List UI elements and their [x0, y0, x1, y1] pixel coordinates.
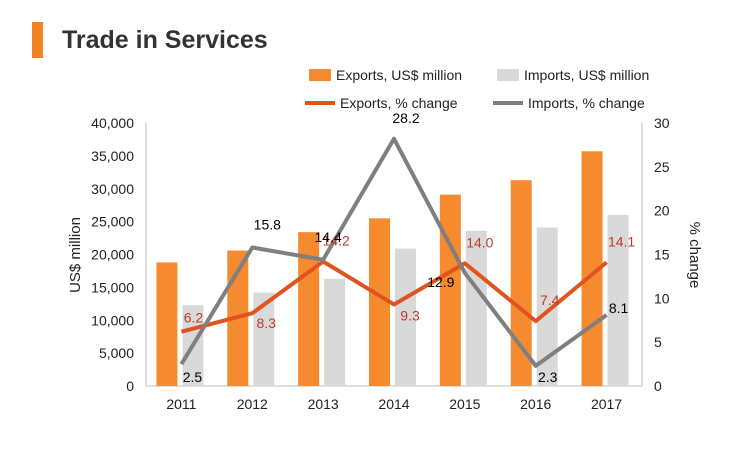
y-tick-label-left: 10,000 [91, 312, 134, 328]
y-tick-label-left: 40,000 [91, 115, 134, 131]
line-imports-change [179, 136, 608, 368]
y-axis-label-left: US$ million [67, 217, 84, 293]
y-tick-label-left: 15,000 [91, 279, 134, 295]
bar-exports [510, 180, 532, 386]
legend-label: Imports, US$ million [524, 67, 649, 83]
bar-imports [607, 215, 629, 386]
y-tick-label-right: 15 [654, 247, 670, 263]
data-label-exports-change: 8.3 [257, 315, 277, 331]
data-label-imports-change: 28.2 [392, 110, 419, 126]
x-tick-label: 2014 [378, 396, 409, 412]
title-accent-bar [32, 22, 43, 58]
data-label-exports-change: 7.4 [540, 292, 560, 308]
y-tick-label-left: 35,000 [91, 148, 134, 164]
data-label-imports-change: 2.5 [183, 369, 203, 385]
y-tick-label-left: 20,000 [91, 247, 134, 263]
y-tick-label-right: 10 [654, 290, 670, 306]
y-tick-label-left: 25,000 [91, 214, 134, 230]
data-label-imports-change: 14.4 [315, 229, 342, 245]
x-tick-label: 2017 [591, 396, 622, 412]
y-tick-label-left: 0 [126, 378, 134, 394]
bar-imports [536, 227, 558, 386]
y-tick-label-right: 20 [654, 203, 670, 219]
legend-label: Imports, % change [528, 95, 645, 111]
legend-swatch [309, 69, 331, 81]
bar-exports [369, 218, 390, 386]
legend-label: Exports, US$ million [336, 67, 462, 83]
y-tick-label-left: 5,000 [99, 345, 134, 361]
bar-exports [439, 194, 461, 386]
chart-title: Trade in Services [62, 26, 268, 54]
bar-exports [156, 262, 178, 386]
y-tick-label-right: 25 [654, 159, 670, 175]
data-label-imports-change: 2.3 [538, 369, 558, 385]
y-tick-label-right: 5 [654, 334, 662, 350]
data-label-exports-change: 14.2 [323, 233, 350, 249]
bar-imports [395, 248, 416, 386]
bar-imports [253, 292, 275, 386]
y-tick-label-left: 30,000 [91, 181, 134, 197]
data-label-imports-change: 8.1 [609, 300, 629, 316]
x-tick-label: 2013 [308, 396, 339, 412]
data-label-imports-change: 15.8 [254, 216, 281, 232]
y-tick-label-right: 0 [654, 378, 662, 394]
data-label-exports-change: 14.0 [466, 234, 493, 250]
data-label-exports-change: 6.2 [184, 310, 204, 326]
x-tick-label: 2016 [520, 396, 551, 412]
data-label-exports-change: 14.1 [608, 233, 635, 249]
bar-imports [324, 278, 346, 386]
legend-swatch [497, 69, 519, 81]
legend-label: Exports, % change [340, 95, 458, 111]
y-tick-label-right: 30 [654, 115, 670, 131]
data-label-imports-change: 12.9 [427, 274, 454, 290]
data-label-exports-change: 9.3 [400, 307, 420, 323]
x-tick-label: 2012 [237, 396, 268, 412]
x-tick-label: 2011 [166, 396, 196, 412]
bar-imports [465, 230, 487, 386]
line-exports-change [180, 259, 608, 334]
y-axis-label-right: % change [686, 222, 703, 289]
x-tick-label: 2015 [449, 396, 480, 412]
